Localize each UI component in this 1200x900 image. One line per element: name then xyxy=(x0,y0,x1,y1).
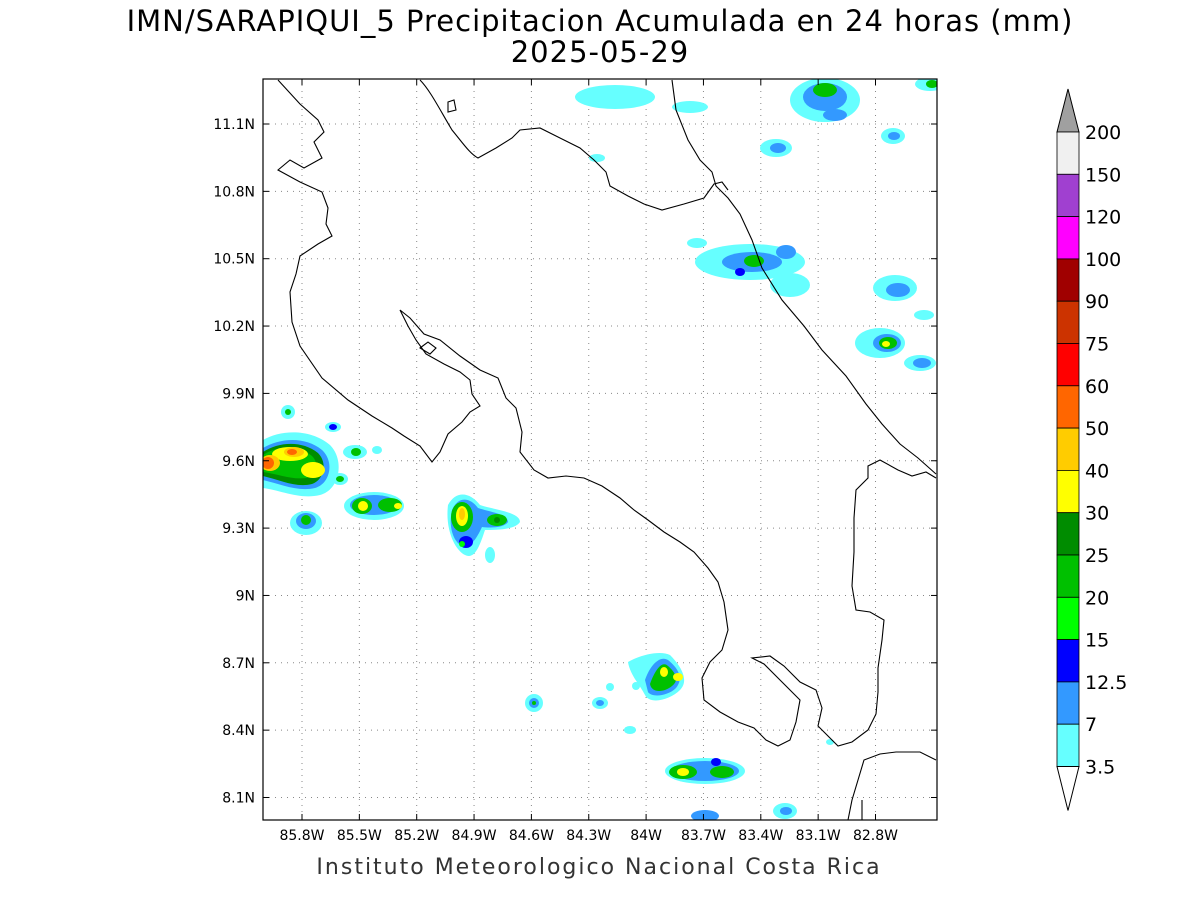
colorbar-swatch xyxy=(1056,258,1080,302)
colorbar-swatch xyxy=(1056,639,1080,683)
lat-tick-label: 9N xyxy=(236,588,255,604)
colorbar-swatch xyxy=(1056,512,1080,556)
map-title: IMN/SARAPIQUI_5 Precipitacion Acumulada … xyxy=(126,4,1074,38)
lon-tick-label: 82.8W xyxy=(853,828,898,844)
colorbar-over-triangle xyxy=(1056,88,1080,133)
lat-tick-label: 10.8N xyxy=(213,184,255,200)
colorbar-label: 100 xyxy=(1085,249,1121,271)
colorbar-legend: 200 150 120 100 90 75 60 50 40 30 25 20 15 12.5 7 3.5 xyxy=(1056,88,1127,811)
coastline xyxy=(277,79,937,820)
lon-tick-label: 84.9W xyxy=(452,828,497,844)
rain-cell-caribbean xyxy=(687,238,936,371)
colorbar-swatch xyxy=(1056,469,1080,514)
colorbar-label: 90 xyxy=(1085,291,1109,313)
colorbar-label: 12.5 xyxy=(1085,672,1127,694)
colorbar-swatch xyxy=(1056,131,1080,175)
map-date: 2025-05-29 xyxy=(510,35,690,69)
colorbar-label: 7 xyxy=(1085,714,1097,736)
colorbar-swatch xyxy=(1056,723,1080,767)
lon-tick-label: 83.1W xyxy=(796,828,841,844)
map-frame xyxy=(262,78,938,821)
lon-tick-label: 85.5W xyxy=(337,828,382,844)
colorbar-label: 60 xyxy=(1085,376,1109,398)
footer-credit: Instituto Meteorologico Nacional Costa R… xyxy=(316,855,882,880)
colorbar-label: 25 xyxy=(1085,545,1109,567)
colorbar-label: 150 xyxy=(1085,164,1121,186)
lon-tick-label: 85.2W xyxy=(394,828,439,844)
colorbar-swatch xyxy=(1056,427,1080,471)
colorbar-swatch xyxy=(1056,300,1080,344)
colorbar-label: 3.5 xyxy=(1085,757,1115,779)
precipitation-field xyxy=(263,79,937,820)
lat-tick-label: 9.3N xyxy=(222,521,255,537)
lat-tick-label: 10.5N xyxy=(213,252,255,268)
map-grid xyxy=(263,79,937,820)
colorbar-label: 200 xyxy=(1085,122,1121,144)
colorbar-label: 30 xyxy=(1085,503,1109,525)
lon-tick-label: 83.7W xyxy=(681,828,726,844)
colorbar-label: 15 xyxy=(1085,630,1109,652)
colorbar-label: 75 xyxy=(1085,334,1109,356)
colorbar-swatch xyxy=(1056,216,1080,260)
longitude-axis: 85.8W 85.5W 85.2W 84.9W 84.6W 84.3W 84W 83.7W 83… xyxy=(279,79,898,844)
lat-tick-label: 9.6N xyxy=(222,454,255,470)
lat-tick-label: 8.4N xyxy=(222,723,255,739)
lat-tick-label: 8.7N xyxy=(222,656,255,672)
lat-tick-label: 10.2N xyxy=(213,319,255,335)
lon-tick-label: 85.8W xyxy=(279,828,324,844)
lon-tick-label: 84.6W xyxy=(509,828,554,844)
rain-cell-south xyxy=(525,652,834,820)
lon-tick-label: 84.3W xyxy=(566,828,611,844)
lon-tick-label: 83.4W xyxy=(738,828,783,844)
colorbar-swatch xyxy=(1056,596,1080,640)
colorbar-label: 40 xyxy=(1085,460,1109,482)
colorbar-swatch xyxy=(1056,385,1080,429)
lat-tick-label: 9.9N xyxy=(222,386,255,402)
rain-cell-nicoya xyxy=(263,405,404,535)
lat-tick-label: 8.1N xyxy=(222,791,255,807)
colorbar-swatch xyxy=(1056,554,1080,598)
lon-tick-label: 84W xyxy=(630,828,662,844)
colorbar-label: 20 xyxy=(1085,587,1109,609)
colorbar-swatch xyxy=(1056,343,1080,387)
colorbar-label: 120 xyxy=(1085,207,1121,229)
rain-cell-north xyxy=(575,79,937,162)
colorbar-label: 50 xyxy=(1085,418,1109,440)
lat-tick-label: 11.1N xyxy=(213,117,255,133)
rain-cell-central-pacific xyxy=(447,494,520,563)
colorbar-swatch xyxy=(1056,173,1080,218)
latitude-axis: 11.1N 10.8N 10.5N 10.2N 9.9N 9.6N 9.3N 9N 8.7N 8.… xyxy=(213,117,937,807)
colorbar-under-triangle xyxy=(1056,766,1080,811)
colorbar-swatch xyxy=(1056,681,1080,725)
